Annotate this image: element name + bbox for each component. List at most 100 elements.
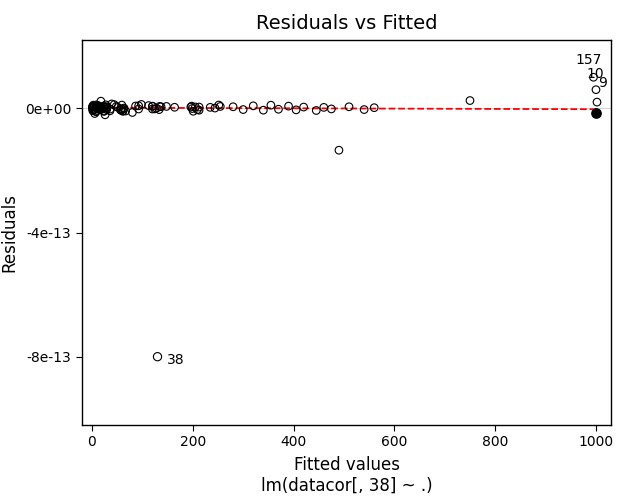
- Point: [88, 103, 98, 111]
- Point: [100, 103, 110, 111]
- Point: [130, 102, 140, 110]
- Title: Residuals vs Fitted: Residuals vs Fitted: [256, 14, 437, 33]
- Point: [591, 109, 601, 117]
- Point: [273, 105, 284, 113]
- Point: [194, 103, 204, 111]
- Text: 38: 38: [166, 353, 184, 367]
- Point: [169, 104, 180, 112]
- Point: [147, 102, 158, 110]
- Point: [147, 105, 158, 113]
- Point: [95, 104, 105, 112]
- Point: [134, 102, 144, 110]
- Point: [92, 102, 102, 110]
- Point: [186, 102, 197, 110]
- Point: [150, 105, 160, 113]
- Point: [105, 107, 115, 115]
- Point: [88, 101, 98, 109]
- Point: [319, 104, 329, 112]
- Point: [88, 102, 98, 110]
- Point: [291, 106, 301, 114]
- Point: [101, 106, 112, 114]
- Point: [92, 102, 102, 110]
- Point: [96, 106, 106, 114]
- Point: [334, 146, 344, 154]
- Text: 157: 157: [576, 53, 602, 67]
- Point: [88, 102, 98, 110]
- Point: [117, 101, 127, 109]
- Point: [116, 106, 126, 114]
- Point: [93, 104, 103, 112]
- Point: [284, 102, 294, 110]
- Point: [192, 106, 202, 114]
- Point: [187, 104, 197, 112]
- Point: [115, 106, 125, 114]
- Point: [98, 102, 108, 110]
- Point: [101, 105, 111, 113]
- Point: [93, 102, 103, 110]
- Point: [359, 106, 369, 114]
- Point: [465, 96, 475, 104]
- Point: [311, 106, 321, 114]
- Point: [90, 107, 100, 115]
- Point: [89, 106, 99, 114]
- Point: [190, 103, 200, 111]
- Point: [156, 102, 166, 110]
- Point: [106, 100, 117, 108]
- Point: [99, 108, 109, 116]
- Point: [89, 105, 99, 113]
- Point: [99, 107, 109, 115]
- Text: 9: 9: [598, 76, 607, 90]
- Point: [127, 108, 137, 116]
- Point: [154, 102, 164, 110]
- Point: [111, 102, 121, 110]
- Point: [101, 104, 111, 112]
- Point: [88, 106, 98, 114]
- Point: [186, 103, 196, 111]
- Point: [91, 101, 101, 109]
- Point: [113, 104, 123, 112]
- Point: [214, 101, 224, 109]
- Point: [152, 352, 163, 360]
- X-axis label: Fitted values
lm(datacor[, 38] ~ .): Fitted values lm(datacor[, 38] ~ .): [261, 456, 432, 495]
- Point: [117, 105, 127, 113]
- Point: [118, 107, 128, 115]
- Point: [96, 97, 106, 105]
- Point: [136, 100, 146, 108]
- Point: [119, 104, 129, 112]
- Point: [97, 104, 107, 112]
- Point: [299, 103, 309, 111]
- Point: [266, 101, 276, 109]
- Point: [194, 106, 204, 114]
- Point: [228, 103, 238, 111]
- Point: [109, 100, 119, 108]
- Point: [147, 102, 158, 110]
- Point: [326, 105, 336, 113]
- Point: [120, 107, 130, 115]
- Point: [188, 107, 198, 115]
- Point: [101, 101, 111, 109]
- Point: [91, 102, 101, 110]
- Point: [93, 104, 103, 112]
- Point: [88, 104, 98, 112]
- Point: [210, 104, 220, 112]
- Point: [118, 108, 128, 116]
- Point: [91, 108, 101, 116]
- Point: [95, 105, 105, 113]
- Point: [118, 105, 129, 113]
- Text: 10: 10: [587, 67, 605, 81]
- Point: [161, 102, 171, 110]
- Point: [344, 103, 354, 111]
- Point: [101, 103, 112, 111]
- Point: [144, 102, 154, 110]
- Point: [100, 111, 110, 119]
- Point: [238, 106, 248, 114]
- Y-axis label: Residuals: Residuals: [0, 193, 18, 272]
- Point: [205, 104, 215, 112]
- Point: [98, 102, 108, 110]
- Point: [369, 104, 379, 112]
- Point: [88, 104, 98, 112]
- Point: [215, 102, 226, 110]
- Point: [89, 106, 99, 114]
- Point: [151, 104, 161, 112]
- Point: [154, 106, 164, 114]
